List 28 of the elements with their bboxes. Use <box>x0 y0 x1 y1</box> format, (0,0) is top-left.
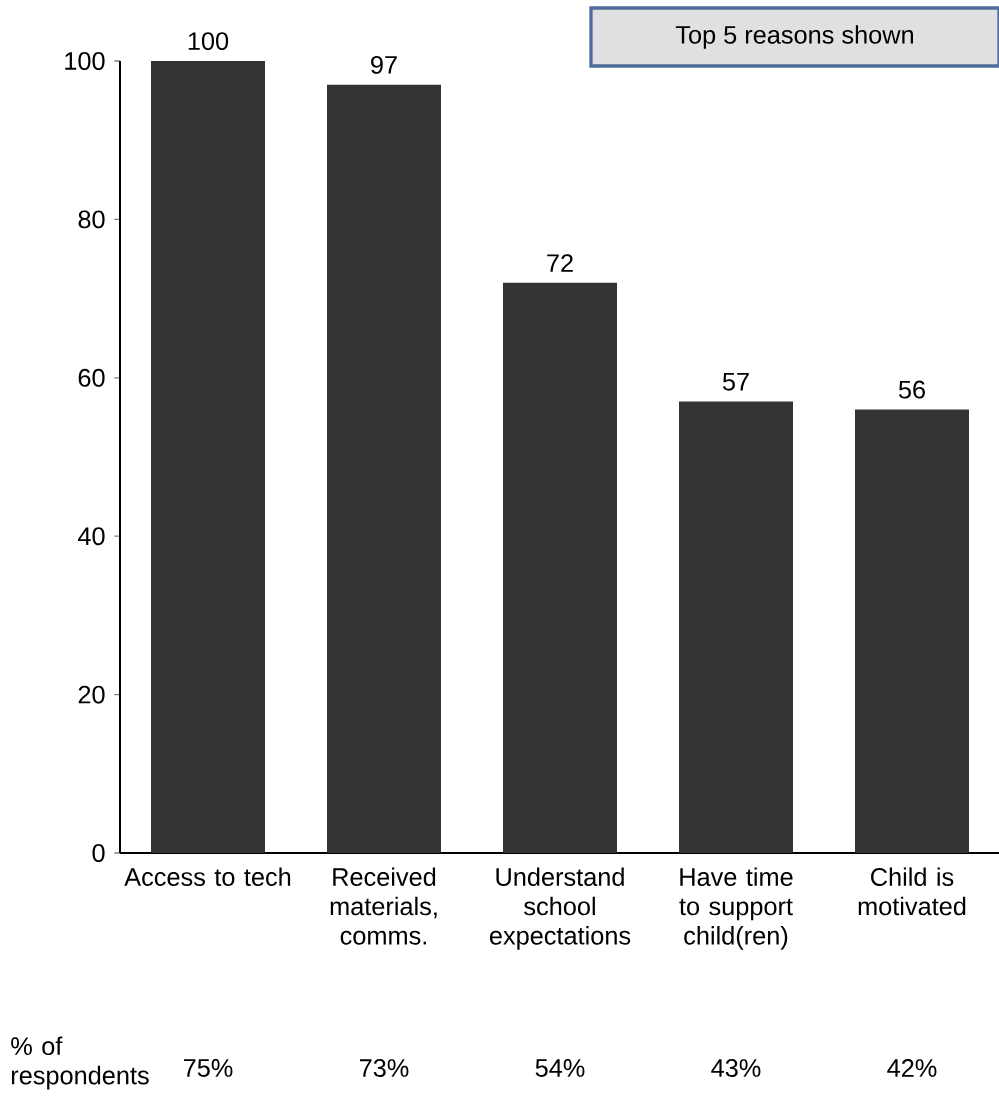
text: % of respondents <box>11 1036 149 1090</box>
data-label: 97 <box>371 55 397 74</box>
x-tick-label: Child is motivated <box>858 867 966 916</box>
text: 54% <box>535 1059 585 1077</box>
text: 42% <box>887 1059 937 1077</box>
x-tick-label: Have time to support child(ren) <box>679 867 793 950</box>
y-tick-label: 20 <box>78 685 105 704</box>
x-tick-label: Access to tech <box>124 867 291 886</box>
text: 75% <box>183 1059 233 1077</box>
bar <box>151 61 265 853</box>
data-label: 72 <box>547 254 573 272</box>
y-tick-label: 0 <box>92 844 105 862</box>
y-tick-label: 40 <box>78 527 105 546</box>
text: 73% <box>359 1059 409 1077</box>
y-tick-label: 80 <box>78 210 105 229</box>
text: 43% <box>711 1059 761 1077</box>
data-label: 100 <box>188 32 229 51</box>
x-tick-label: Understand school expectations <box>489 867 631 950</box>
bar <box>503 282 617 853</box>
bar <box>679 401 793 853</box>
x-tick-label: Received materials, comms. <box>330 867 437 945</box>
text: Top 5 reasons shown <box>675 25 913 49</box>
data-label: 57 <box>722 372 749 391</box>
y-tick-label: 100 <box>65 52 105 70</box>
data-label: 56 <box>898 380 925 399</box>
bar <box>327 84 441 853</box>
y-tick-label: 60 <box>78 368 105 387</box>
bar <box>854 409 969 853</box>
